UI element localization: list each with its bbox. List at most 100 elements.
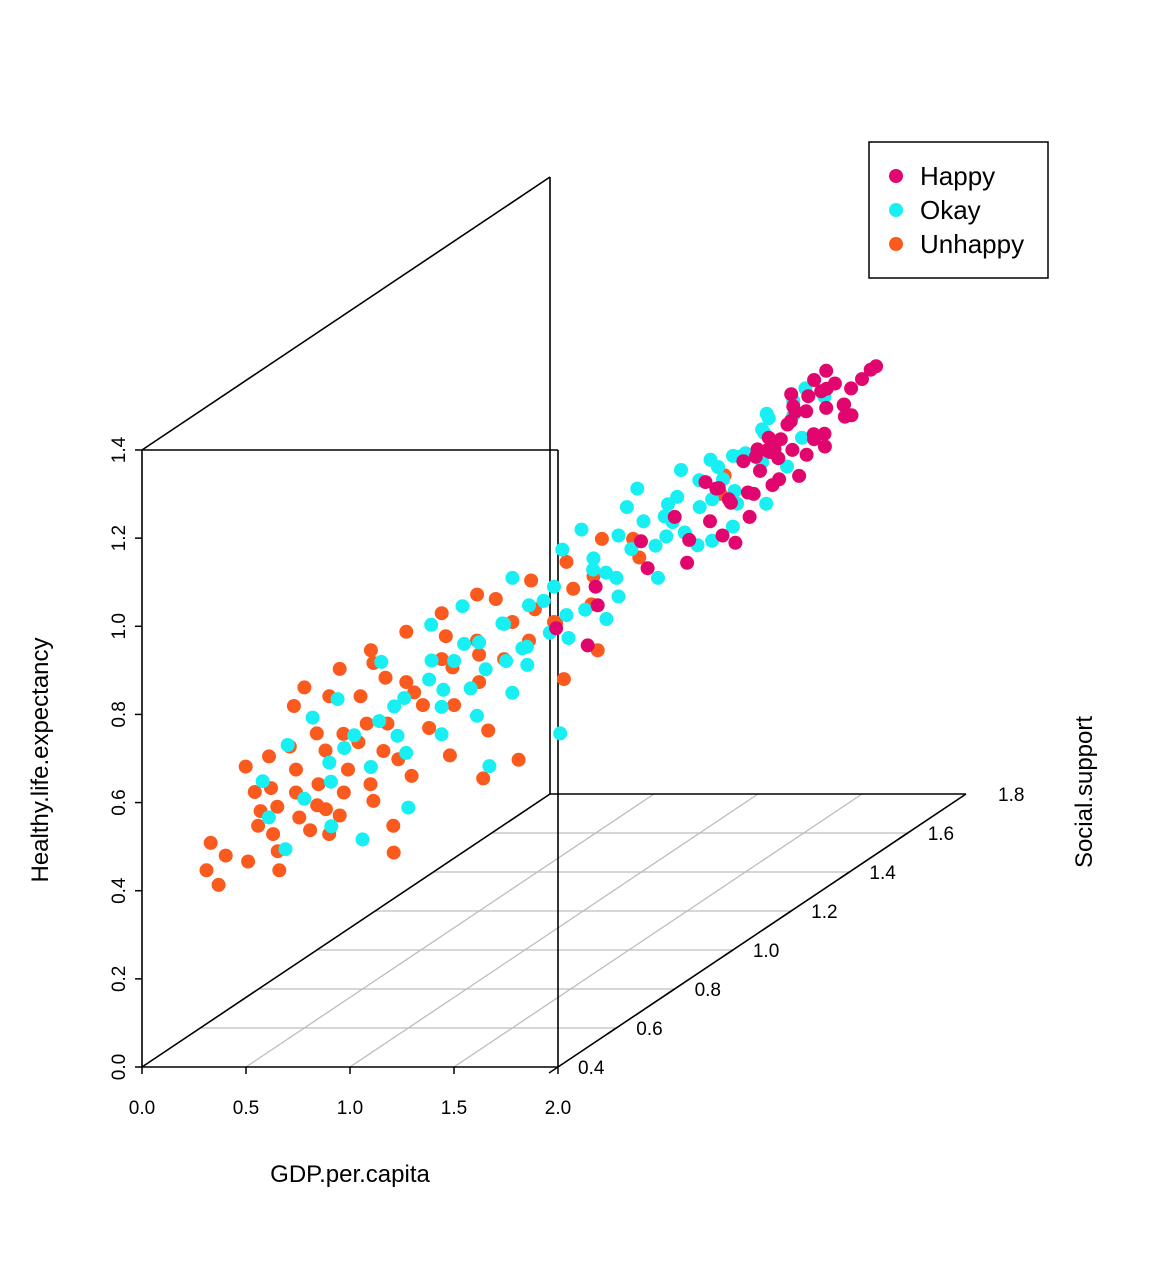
- point-okay: [661, 497, 675, 512]
- point-happy: [736, 454, 751, 469]
- point-unhappy: [309, 726, 324, 741]
- z-tick-label: 0.2: [109, 966, 130, 992]
- point-unhappy: [289, 762, 303, 777]
- y-tick-label: 1.0: [753, 941, 779, 962]
- point-okay: [586, 551, 601, 566]
- point-happy: [721, 492, 736, 507]
- point-happy: [819, 400, 834, 415]
- point-happy: [588, 579, 603, 594]
- point-okay: [255, 774, 270, 789]
- point-unhappy: [399, 624, 414, 639]
- point-okay: [505, 685, 520, 700]
- box-edge: [557, 793, 967, 1068]
- point-unhappy: [376, 744, 391, 758]
- point-happy: [819, 363, 834, 378]
- point-okay: [520, 657, 535, 672]
- point-okay: [609, 570, 624, 585]
- point-happy: [817, 439, 832, 454]
- point-okay: [390, 728, 405, 743]
- point-okay: [692, 500, 707, 515]
- point-unhappy: [386, 845, 401, 860]
- point-okay: [536, 593, 551, 608]
- point-unhappy: [286, 699, 301, 713]
- point-okay: [499, 654, 514, 668]
- point-okay: [387, 699, 402, 714]
- point-unhappy: [238, 759, 253, 774]
- point-unhappy: [336, 785, 351, 800]
- point-happy: [780, 417, 795, 432]
- y-tick: [781, 910, 792, 918]
- point-okay: [397, 691, 412, 706]
- grid-line-x: [453, 793, 863, 1068]
- point-unhappy: [353, 689, 368, 704]
- point-happy: [788, 404, 803, 419]
- point-happy: [590, 598, 605, 613]
- point-unhappy: [566, 581, 581, 596]
- point-happy: [799, 447, 814, 462]
- point-unhappy: [247, 785, 262, 799]
- point-okay: [574, 522, 589, 537]
- floor-grid: [200, 793, 908, 1068]
- point-unhappy: [332, 661, 347, 676]
- point-unhappy: [366, 793, 381, 808]
- point-happy: [767, 441, 782, 456]
- point-okay: [447, 654, 462, 668]
- legend-marker-unhappy: [889, 237, 903, 251]
- z-tick-label: 1.0: [109, 613, 130, 639]
- point-happy: [837, 409, 852, 424]
- point-unhappy: [447, 698, 462, 713]
- point-okay: [559, 608, 574, 623]
- point-unhappy: [266, 827, 281, 842]
- point-unhappy: [386, 818, 401, 833]
- point-okay: [436, 682, 451, 697]
- point-okay: [424, 617, 439, 632]
- point-okay: [337, 741, 352, 755]
- point-happy: [761, 430, 776, 445]
- point-unhappy: [488, 592, 503, 606]
- x-tick-label: 1.5: [441, 1098, 467, 1119]
- point-okay: [619, 500, 634, 515]
- point-okay: [399, 745, 414, 760]
- y-tick-label: 1.4: [869, 863, 896, 884]
- point-okay: [374, 654, 389, 669]
- point-okay: [555, 542, 570, 557]
- point-unhappy: [318, 802, 333, 817]
- data-points: [199, 359, 884, 892]
- point-okay: [278, 842, 293, 857]
- point-okay: [372, 714, 387, 729]
- point-okay: [478, 662, 493, 677]
- z-tick-label: 0.6: [109, 789, 130, 815]
- point-happy: [667, 509, 682, 524]
- point-okay: [674, 463, 688, 477]
- point-okay: [599, 612, 614, 626]
- point-okay: [434, 727, 449, 742]
- box-edge: [141, 793, 551, 1068]
- point-happy: [753, 463, 767, 478]
- x-tick-label: 0.0: [129, 1098, 155, 1119]
- point-unhappy: [404, 768, 419, 783]
- point-happy: [819, 381, 834, 396]
- box-edge: [141, 176, 551, 451]
- point-unhappy: [556, 672, 571, 687]
- point-happy: [728, 535, 743, 550]
- x-tick-label: 2.0: [545, 1098, 571, 1119]
- point-okay: [586, 562, 601, 577]
- point-happy: [863, 362, 878, 377]
- y-tick: [548, 1066, 559, 1074]
- point-okay: [505, 570, 520, 585]
- point-okay: [553, 726, 568, 741]
- point-okay: [648, 538, 663, 553]
- y-tick-label: 0.8: [695, 980, 721, 1001]
- point-unhappy: [203, 835, 218, 850]
- x-tick-label: 1.0: [337, 1098, 363, 1119]
- plot-box: [141, 176, 967, 1068]
- point-happy: [682, 532, 697, 547]
- point-okay: [659, 529, 674, 544]
- point-unhappy: [311, 777, 326, 792]
- point-okay: [482, 759, 497, 774]
- point-okay: [611, 528, 626, 543]
- point-happy: [711, 481, 726, 496]
- point-unhappy: [415, 698, 430, 713]
- point-happy: [750, 442, 765, 457]
